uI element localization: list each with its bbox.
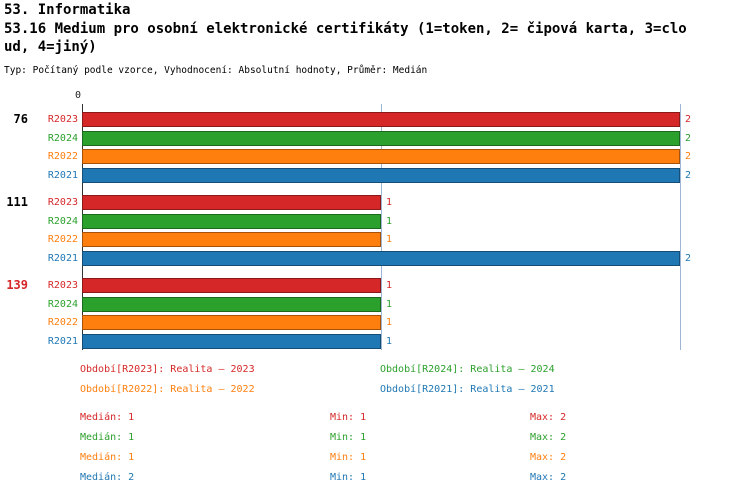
axis-origin-label: 0 [74, 90, 82, 101]
stat-max-r2021: Max: 2 [530, 472, 567, 483]
series-label-r2021-group-76: R2021 [47, 169, 78, 181]
bar-value-r2024-group-111: 1 [386, 215, 393, 227]
bar-value-r2022-group-76: 2 [685, 151, 692, 162]
stat-min-r2021: Min: 1 [330, 472, 367, 483]
bar-value-r2024-group-139: 1 [386, 298, 393, 310]
series-label-r2022-group-111: R2022 [47, 234, 78, 245]
series-label-r2021-group-111: R2021 [47, 252, 78, 264]
series-label-r2023-group-111: R2023 [47, 197, 78, 208]
bar-r2023-group-139 [82, 278, 381, 293]
stat-min-r2022: Min: 1 [330, 452, 367, 463]
bar-value-r2021-group-76: 2 [685, 169, 692, 181]
bar-r2021-group-139 [82, 333, 381, 349]
bar-value-r2021-group-139: 1 [386, 335, 393, 347]
chart-stats: Medián: 1 Min: 1 Max: 2 Medián: 1 Min: 1… [0, 408, 750, 496]
group-label-76: 76 [13, 112, 28, 126]
bar-value-r2021-group-111: 2 [685, 252, 692, 264]
chart-meta: Typ: Počítaný podle vzorce, Vyhodnocení:… [4, 65, 428, 76]
bar-value-r2024-group-76: 2 [685, 132, 692, 144]
bar-value-r2023-group-139: 1 [386, 280, 393, 291]
bar-r2024-group-111 [82, 213, 381, 229]
chart-legend: Období[R2023]: Realita – 2023 Období[R20… [0, 358, 750, 406]
bar-r2023-group-76 [82, 112, 680, 127]
question-title-line2: ud, 4=jiný) [4, 39, 97, 55]
series-label-r2024-group-111: R2024 [47, 215, 78, 227]
bar-value-r2022-group-111: 1 [386, 234, 393, 245]
stat-max-r2023: Max: 2 [530, 412, 567, 423]
bar-chart-plot: 76 R2023 2 R2024 2 R2022 2 R2021 2 111 R2023 1 R2024… [0, 104, 750, 354]
series-label-r2022-group-139: R2022 [47, 317, 78, 328]
legend-item-r2022: Období[R2022]: Realita – 2022 [80, 384, 255, 395]
bar-r2023-group-111 [82, 195, 381, 210]
bar-r2024-group-76 [82, 130, 680, 146]
legend-item-r2023: Období[R2023]: Realita – 2023 [80, 364, 255, 375]
bar-r2021-group-111 [82, 250, 680, 266]
question-title-line1: 53.16 Medium pro osobní elektronické cer… [4, 21, 687, 37]
stat-median-r2024: Medián: 1 [80, 432, 135, 443]
gridline-2 [680, 104, 681, 350]
stat-median-r2021: Medián: 2 [80, 472, 135, 483]
stat-median-r2022: Medián: 1 [80, 452, 135, 463]
series-label-r2023-group-76: R2023 [47, 114, 78, 125]
group-label-139: 139 [6, 278, 28, 292]
group-label-111: 111 [6, 195, 28, 209]
bar-r2021-group-76 [82, 167, 680, 183]
bar-r2022-group-76 [82, 149, 680, 164]
stat-max-r2024: Max: 2 [530, 432, 567, 443]
series-label-r2024-group-76: R2024 [47, 132, 78, 144]
series-label-r2022-group-76: R2022 [47, 151, 78, 162]
stat-max-r2022: Max: 2 [530, 452, 567, 463]
stat-median-r2023: Medián: 1 [80, 412, 135, 423]
bar-value-r2023-group-76: 2 [685, 114, 692, 125]
legend-item-r2024: Období[R2024]: Realita – 2024 [380, 364, 555, 375]
bar-value-r2022-group-139: 1 [386, 317, 393, 328]
stat-min-r2023: Min: 1 [330, 412, 367, 423]
bar-r2024-group-139 [82, 296, 381, 312]
bar-value-r2023-group-111: 1 [386, 197, 393, 208]
legend-item-r2021: Období[R2021]: Realita – 2021 [380, 384, 555, 395]
section-title: 53. Informatika [4, 2, 131, 18]
bar-r2022-group-111 [82, 232, 381, 247]
bar-r2022-group-139 [82, 315, 381, 330]
series-label-r2023-group-139: R2023 [47, 280, 78, 291]
series-label-r2021-group-139: R2021 [47, 335, 78, 347]
series-label-r2024-group-139: R2024 [47, 298, 78, 310]
stat-min-r2024: Min: 1 [330, 432, 367, 443]
gridline-1 [381, 104, 382, 350]
